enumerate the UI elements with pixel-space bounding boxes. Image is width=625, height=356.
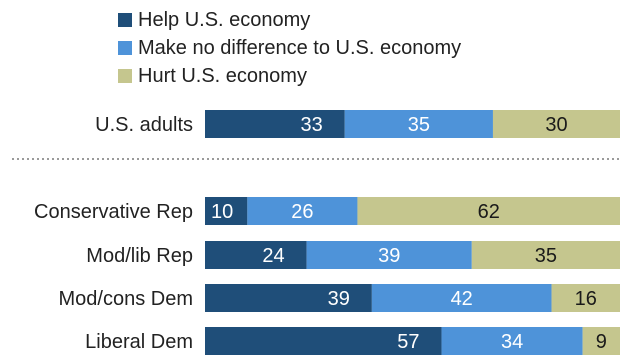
legend: Help U.S. economy Make no difference to …: [118, 6, 461, 90]
legend-swatch-help: [118, 13, 132, 27]
bar-segment: [371, 284, 552, 312]
data-label: 57: [397, 331, 419, 353]
data-label: 62: [478, 201, 500, 223]
category-label: Mod/cons Dem: [59, 288, 194, 310]
data-label: 39: [378, 245, 400, 267]
legend-item-hurt: Hurt U.S. economy: [118, 62, 461, 90]
bar-segment: [306, 241, 472, 269]
bar-segment: [344, 110, 493, 138]
bar-segment: [247, 197, 358, 225]
legend-swatch-hurt: [118, 69, 132, 83]
data-label: 35: [408, 114, 430, 136]
data-label: 42: [451, 288, 473, 310]
data-label: 10: [211, 201, 233, 223]
legend-label-help: Help U.S. economy: [138, 9, 311, 31]
bar-segment: [205, 284, 372, 312]
data-label: 33: [300, 114, 322, 136]
legend-swatch-no-difference: [118, 41, 132, 55]
legend-label-hurt: Hurt U.S. economy: [138, 65, 307, 87]
legend-item-help: Help U.S. economy: [118, 6, 461, 34]
legend-label-no-difference: Make no difference to U.S. economy: [138, 37, 462, 59]
bar-segment: [582, 327, 620, 355]
bar-segment: [471, 241, 620, 269]
bar-segment: [205, 110, 345, 138]
category-label: Liberal Dem: [85, 331, 193, 353]
bar-segment: [205, 241, 307, 269]
bar-segment: [441, 327, 583, 355]
category-label: Conservative Rep: [34, 201, 193, 223]
data-label: 39: [328, 288, 350, 310]
data-label: 26: [291, 201, 313, 223]
bar-segment: [492, 110, 620, 138]
data-label: 9: [596, 331, 607, 353]
data-label: 34: [501, 331, 523, 353]
bar-segment: [357, 197, 620, 225]
data-label: 24: [262, 245, 284, 267]
category-label: U.S. adults: [95, 114, 193, 136]
bar-segment: [205, 197, 248, 225]
data-label: 35: [535, 245, 557, 267]
bar-segment: [205, 327, 442, 355]
legend-item-no-difference: Make no difference to U.S. economy: [118, 34, 461, 62]
data-label: 16: [575, 288, 597, 310]
bar-segment: [551, 284, 620, 312]
data-label: 30: [545, 114, 567, 136]
category-label: Mod/lib Rep: [86, 245, 193, 267]
